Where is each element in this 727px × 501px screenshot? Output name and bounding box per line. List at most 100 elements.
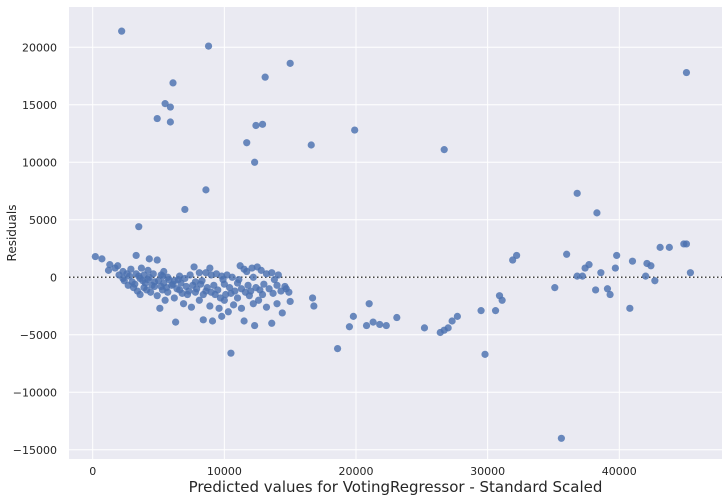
scatter-point bbox=[137, 264, 146, 272]
scatter-point bbox=[206, 264, 214, 272]
scatter-point bbox=[145, 255, 153, 263]
scatter-point bbox=[252, 121, 260, 130]
x-tick-label: 10000 bbox=[207, 465, 242, 478]
scatter-point bbox=[345, 323, 354, 331]
scatter-point bbox=[251, 321, 259, 330]
scatter-point bbox=[173, 285, 181, 293]
scatter-point bbox=[270, 275, 278, 284]
scatter-point bbox=[127, 265, 135, 273]
scatter-point bbox=[260, 280, 268, 288]
scatter-point bbox=[268, 269, 276, 277]
scatter-point bbox=[147, 288, 155, 296]
scatter-point bbox=[190, 263, 198, 271]
scatter-point bbox=[268, 319, 276, 327]
scatter-point bbox=[308, 294, 317, 302]
scatter-point bbox=[498, 296, 506, 304]
scatter-point bbox=[161, 100, 169, 108]
scatter-point bbox=[273, 281, 281, 289]
scatter-point bbox=[440, 146, 448, 154]
x-tick-label: 0 bbox=[89, 465, 96, 478]
scatter-point bbox=[244, 281, 252, 289]
scatter-point bbox=[682, 68, 691, 77]
scatter-point bbox=[135, 223, 143, 231]
scatter-point bbox=[573, 189, 581, 197]
scatter-point bbox=[202, 186, 210, 194]
scatter-point bbox=[158, 272, 167, 280]
scatter-point bbox=[153, 292, 161, 300]
scatter-point bbox=[215, 304, 223, 312]
scatter-point bbox=[481, 350, 489, 358]
scatter-point bbox=[281, 282, 289, 291]
scatter-point bbox=[179, 300, 188, 308]
scatter-point bbox=[206, 302, 214, 310]
scatter-point bbox=[682, 240, 691, 248]
scatter-point bbox=[273, 300, 281, 308]
scatter-point bbox=[199, 316, 207, 324]
scatter-point bbox=[228, 273, 236, 281]
scatter-point bbox=[444, 324, 452, 332]
scatter-point bbox=[351, 126, 359, 134]
scatter-point bbox=[557, 434, 565, 442]
scatter-point bbox=[262, 303, 271, 311]
scatter-point bbox=[204, 42, 213, 50]
y-tick-label: −10000 bbox=[13, 386, 57, 399]
scatter-point bbox=[156, 304, 164, 312]
scatter-point bbox=[310, 302, 318, 310]
scatter-point bbox=[448, 317, 456, 325]
scatter-point bbox=[174, 275, 182, 284]
scatter-point bbox=[172, 318, 180, 326]
scatter-point bbox=[235, 275, 243, 284]
y-tick-label: 10000 bbox=[22, 156, 57, 169]
scatter-point bbox=[198, 277, 206, 285]
scatter-point bbox=[91, 252, 99, 261]
scatter-point bbox=[453, 312, 461, 320]
scatter-point bbox=[613, 251, 621, 260]
scatter-point bbox=[153, 114, 161, 123]
scatter-point bbox=[178, 289, 186, 297]
scatter-point bbox=[243, 139, 251, 147]
scatter-point bbox=[114, 262, 122, 270]
scatter-point bbox=[169, 79, 177, 87]
scatter-point bbox=[257, 266, 265, 274]
scatter-point bbox=[382, 321, 390, 330]
scatter-point bbox=[229, 301, 238, 309]
x-tick-labels: 0 10000 20000 30000 40000 bbox=[89, 465, 637, 478]
scatter-point bbox=[216, 294, 225, 302]
scatter-point bbox=[376, 320, 384, 329]
x-axis-title: Predicted values for VotingRegressor - S… bbox=[189, 478, 603, 496]
scatter-point bbox=[477, 307, 485, 315]
scatter-point bbox=[626, 304, 634, 312]
scatter-point bbox=[665, 243, 673, 251]
scatter-point bbox=[285, 288, 293, 296]
scatter-point bbox=[656, 243, 664, 251]
scatter-point bbox=[187, 303, 196, 311]
scatter-point bbox=[254, 296, 263, 304]
scatter-point bbox=[166, 103, 174, 111]
scatter-point bbox=[286, 297, 294, 306]
scatter-point bbox=[181, 205, 189, 214]
scatter-point bbox=[593, 209, 601, 217]
scatter-point bbox=[369, 318, 377, 326]
scatter-point bbox=[199, 290, 207, 299]
scatter-point bbox=[261, 73, 269, 81]
scatter-point bbox=[240, 317, 248, 325]
y-tick-label: 5000 bbox=[29, 214, 57, 227]
scatter-point bbox=[333, 344, 342, 353]
scatter-point bbox=[207, 288, 215, 296]
scatter-point bbox=[131, 280, 139, 288]
scatter-point bbox=[214, 286, 222, 294]
scatter-point bbox=[573, 272, 581, 280]
scatter-points bbox=[91, 27, 695, 442]
scatter-point bbox=[603, 285, 612, 293]
scatter-point bbox=[119, 274, 127, 283]
scatter-point bbox=[231, 287, 239, 295]
y-tick-label: −15000 bbox=[13, 444, 57, 457]
y-axis-title: Residuals bbox=[5, 205, 19, 262]
y-tick-label: 20000 bbox=[22, 41, 57, 54]
scatter-point bbox=[166, 118, 174, 126]
scatter-point bbox=[191, 278, 199, 286]
scatter-point bbox=[136, 290, 144, 299]
scatter-point bbox=[106, 261, 114, 269]
scatter-point bbox=[269, 289, 277, 297]
scatter-point bbox=[145, 273, 153, 281]
